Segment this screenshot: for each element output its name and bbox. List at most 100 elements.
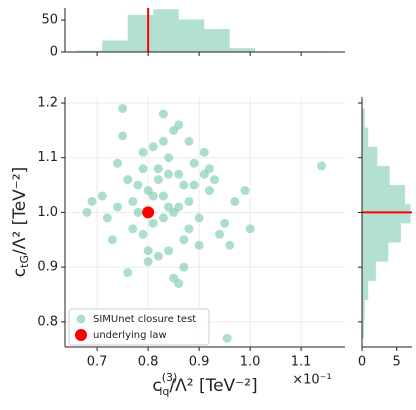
scatter-point (143, 246, 153, 256)
scatter-point (209, 175, 219, 185)
hist-bar (362, 127, 369, 147)
hist-bar (153, 9, 179, 53)
legend-label: underlying law (93, 330, 167, 341)
hist-bar (102, 40, 128, 52)
scatter-point (148, 142, 158, 152)
scatter-point (245, 224, 255, 234)
hist-bar (362, 319, 365, 339)
scatter-point (164, 246, 174, 256)
scatter-point (143, 257, 153, 267)
x-tick-label: 0.7 (87, 355, 108, 370)
scatter-point (317, 161, 327, 171)
scatter-point (158, 191, 168, 201)
scatter-point (133, 207, 143, 217)
x-tick-label: 0.9 (189, 355, 210, 370)
y-tick-label: 1.1 (37, 150, 58, 165)
hist-bar (362, 165, 390, 186)
scatter-point (215, 229, 225, 239)
scatter-point (194, 213, 204, 223)
scatter-point (158, 213, 168, 223)
hist-bar (362, 242, 389, 262)
scatter-point (153, 251, 163, 261)
hist-bar (362, 204, 411, 224)
scatter-point (174, 169, 184, 179)
y-label-base: c (10, 268, 30, 277)
scatter-point (174, 279, 184, 289)
scatter-point (153, 164, 163, 174)
hist-bar (362, 185, 405, 205)
scatter-point (123, 175, 133, 185)
scatter-point (222, 333, 232, 343)
scatter-point (128, 224, 138, 234)
scatter-point (184, 224, 194, 234)
scatter-point (118, 103, 128, 113)
x-tick-label: 0 (358, 355, 366, 370)
x-label-base: c (152, 376, 161, 396)
scatter-point (123, 268, 133, 278)
scatter-point (113, 158, 123, 168)
y-tick-label: 1.0 (37, 205, 58, 220)
scatter-point (87, 196, 97, 206)
legend-marker (75, 329, 87, 341)
hist-bar (362, 223, 401, 243)
x-tick-label: 1.0 (240, 355, 261, 370)
reference-point (142, 206, 155, 219)
scatter-point (164, 153, 174, 163)
scatter-point (97, 191, 107, 201)
scatter-point (164, 202, 174, 212)
y-label-rest: /Λ² [TeV⁻²] (10, 167, 30, 255)
y-axis-label: ctG/Λ² [TeV⁻²] (10, 167, 31, 277)
scatter-point (220, 218, 230, 228)
y-tick-label: 0.9 (37, 260, 58, 275)
scatter-point (148, 191, 158, 201)
x-tick-label: 0.8 (138, 355, 159, 370)
scatter-point (174, 120, 184, 130)
scatter-point (133, 180, 143, 190)
x-label-sub: lq (159, 385, 169, 398)
scatter-point (179, 180, 189, 190)
scatter-point (179, 262, 189, 272)
scatter-point (184, 136, 194, 146)
hist-bar (127, 15, 154, 53)
scatter-point (102, 213, 112, 223)
y-tick-label: 50 (41, 13, 58, 28)
scatter-point (179, 235, 189, 245)
hist-bar (204, 29, 230, 52)
scatter-point (164, 169, 174, 179)
hist-bar (76, 50, 103, 52)
scatter-point (113, 202, 123, 212)
x-label-sup: (3) (162, 371, 178, 384)
scatter-point (138, 164, 148, 174)
scatter-point (118, 131, 128, 141)
scatter-point (107, 235, 117, 245)
x-tick-label: 5 (393, 355, 401, 370)
scatter-point (184, 196, 194, 206)
scatter-point (128, 196, 138, 206)
scatter-point (189, 158, 199, 168)
hist-bar (362, 108, 365, 128)
scatter-point (138, 147, 148, 157)
scatter-point (82, 207, 92, 217)
y-label-sub: tG (18, 255, 31, 268)
scatter-point (194, 240, 204, 250)
legend-box (68, 308, 210, 346)
scatter-point (199, 147, 209, 157)
scatter-point (153, 175, 163, 185)
x-offset-label: ×10⁻¹ (292, 373, 332, 388)
hist-bar (362, 146, 378, 166)
hist-bar (362, 299, 365, 320)
scatter-point (158, 136, 168, 146)
scatter-point (174, 202, 184, 212)
scatter-point (240, 186, 250, 196)
scatter-point (225, 240, 235, 250)
legend-marker (76, 314, 86, 324)
hist-bar (362, 261, 376, 281)
x-tick-label: 1.1 (291, 355, 312, 370)
y-tick-label: 0.8 (37, 314, 58, 329)
legend-label: SIMUnet closure test (93, 314, 196, 325)
x-axis-label: c(3) lq/Λ² [TeV⁻²] (152, 371, 257, 398)
scatter-point (199, 169, 209, 179)
y-tick-label: 0 (50, 45, 58, 60)
scatter-point (158, 109, 168, 119)
